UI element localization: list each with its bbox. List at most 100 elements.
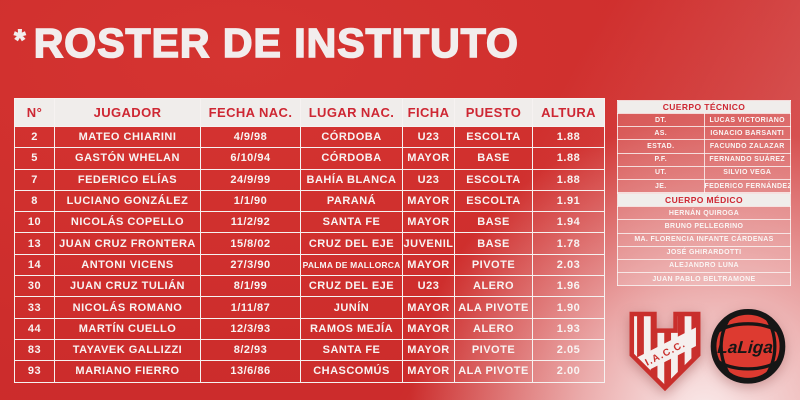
header-player: JUGADOR: [54, 98, 201, 127]
cell-birthdate: 6/10/94: [200, 147, 301, 170]
cell-license: MAYOR: [402, 360, 455, 383]
cell-player: JUAN CRUZ FRONTERA: [54, 232, 201, 255]
cell-number: 2: [14, 125, 55, 149]
roster-row: 14 ANTONI VICENS 27/3/90 PALMA DE MALLOR…: [14, 253, 605, 277]
cell-number: 33: [14, 296, 55, 319]
cell-position: ALERO: [454, 275, 533, 298]
staff-role: DT.: [617, 112, 705, 128]
cell-birthplace: SANTA FE: [300, 338, 403, 362]
cell-birthplace: PARANÁ: [300, 189, 403, 213]
cell-height: 1.88: [532, 168, 605, 191]
cell-height: 1.90: [532, 296, 605, 319]
staff-name: FERNANDO SUÁREZ: [703, 152, 791, 167]
staff-row: JUAN PABLO BELTRAMONE: [617, 272, 791, 287]
cell-player: LUCIANO GONZÁLEZ: [54, 189, 201, 213]
cell-number: 7: [14, 168, 55, 191]
cell-position: BASE: [454, 232, 533, 255]
staff-name: LUCAS VICTORIANO: [703, 112, 791, 128]
cell-player: FEDERICO ELÍAS: [54, 168, 201, 191]
staff-row: UT. SILVIO VEGA: [617, 165, 791, 180]
cell-license: MAYOR: [402, 253, 455, 277]
roster-table: N° JUGADOR FECHA NAC. LUGAR NAC. FICHA P…: [14, 98, 605, 383]
cell-player: MARTÍN CUELLO: [54, 317, 201, 340]
cell-birthdate: 24/9/99: [200, 168, 301, 191]
cell-birthdate: 1/1/90: [200, 189, 301, 213]
cell-number: 30: [14, 275, 55, 298]
staff-row: DT. LUCAS VICTORIANO: [617, 112, 791, 128]
cell-position: BASE: [454, 147, 533, 170]
roster-row: 93 MARIANO FIERRO 13/6/86 CHASCOMÚS MAYO…: [14, 360, 605, 383]
cell-birthplace: CHASCOMÚS: [300, 360, 403, 383]
roster-header-row: N° JUGADOR FECHA NAC. LUGAR NAC. FICHA P…: [14, 98, 605, 127]
staff-name: MA. FLORENCIA INFANTE CÁRDENAS: [617, 232, 791, 247]
medical-staff-title: CUERPO MÉDICO: [617, 193, 791, 208]
staff-role: JE.: [617, 178, 705, 194]
staff-row: ALEJANDRO LUNA: [617, 258, 791, 274]
cell-position: ALERO: [454, 317, 533, 340]
cell-height: 2.05: [532, 338, 605, 362]
roster-row: 44 MARTÍN CUELLO 12/3/93 RAMOS MEJÍA MAY…: [14, 317, 605, 340]
cell-birthplace: BAHÍA BLANCA: [300, 168, 403, 191]
cell-license: MAYOR: [402, 338, 455, 362]
cell-position: ESCOLTA: [454, 168, 533, 191]
cell-license: MAYOR: [402, 211, 455, 234]
cell-license: U23: [402, 125, 455, 149]
cell-birthdate: 13/6/86: [200, 360, 301, 383]
cell-birthdate: 4/9/98: [200, 125, 301, 149]
roster-row: 83 TAYAVEK GALLIZZI 8/2/93 SANTA FE MAYO…: [14, 338, 605, 362]
cell-number: 8: [14, 189, 55, 213]
medical-staff-table: CUERPO MÉDICO HERNÁN QUIROGA BRUNO PELLE…: [617, 193, 791, 287]
cell-birthplace: CÓRDOBA: [300, 147, 403, 170]
staff-role: AS.: [617, 126, 705, 141]
cell-birthplace: RAMOS MEJÍA: [300, 317, 403, 340]
header-license: FICHA: [402, 98, 455, 127]
roster-row: 8 LUCIANO GONZÁLEZ 1/1/90 PARANÁ MAYOR E…: [14, 189, 605, 213]
staff-name: JUAN PABLO BELTRAMONE: [617, 272, 791, 287]
staff-name: BRUNO PELLEGRINO: [617, 219, 791, 234]
page-title-text: ROSTER DE INSTITUTO: [33, 19, 519, 67]
cell-number: 44: [14, 317, 55, 340]
cell-number: 93: [14, 360, 55, 383]
cell-license: U23: [402, 275, 455, 298]
staff-name: JOSÉ GHIRARDOTTI: [617, 245, 791, 260]
asterisk-decoration: *: [14, 24, 27, 58]
header-number: N°: [14, 98, 55, 127]
page-title: * ROSTER DE INSTITUTO: [14, 19, 519, 67]
roster-row: 30 JUAN CRUZ TULIÁN 8/1/99 CRUZ DEL EJE …: [14, 275, 605, 298]
cell-height: 1.96: [532, 275, 605, 298]
cell-player: MATEO CHIARINI: [54, 125, 201, 149]
cell-birthplace: SANTA FE: [300, 211, 403, 234]
cell-license: MAYOR: [402, 189, 455, 213]
staff-role: UT.: [617, 165, 705, 180]
cell-player: JUAN CRUZ TULIÁN: [54, 275, 201, 298]
roster-row: 7 FEDERICO ELÍAS 24/9/99 BAHÍA BLANCA U2…: [14, 168, 605, 191]
staff-row: HERNÁN QUIROGA: [617, 206, 791, 221]
cell-birthdate: 8/1/99: [200, 275, 301, 298]
cell-position: PIVOTE: [454, 253, 533, 277]
cell-birthplace: CRUZ DEL EJE: [300, 275, 403, 298]
staff-name: SILVIO VEGA: [703, 165, 791, 180]
cell-license: U23: [402, 168, 455, 191]
staff-role: P.F.: [617, 152, 705, 167]
cell-birthplace: CÓRDOBA: [300, 125, 403, 149]
roster-row: 13 JUAN CRUZ FRONTERA 15/8/02 CRUZ DEL E…: [14, 232, 605, 255]
cell-player: NICOLÁS COPELLO: [54, 211, 201, 234]
cell-position: ESCOLTA: [454, 189, 533, 213]
header-birthplace: LUGAR NAC.: [300, 98, 403, 127]
cell-birthdate: 12/3/93: [200, 317, 301, 340]
cell-birthdate: 8/2/93: [200, 338, 301, 362]
staff-row: BRUNO PELLEGRINO: [617, 219, 791, 234]
header-position: PUESTO: [454, 98, 533, 127]
cell-birthplace: JUNÍN: [300, 296, 403, 319]
cell-position: ALA PIVOTE: [454, 360, 533, 383]
cell-license: MAYOR: [402, 147, 455, 170]
iacc-club-logo-icon: I.A.C.C.: [629, 311, 701, 391]
cell-height: 1.88: [532, 147, 605, 170]
staff-row: MA. FLORENCIA INFANTE CÁRDENAS: [617, 232, 791, 247]
technical-staff-title: CUERPO TÉCNICO: [617, 100, 791, 114]
staff-row: P.F. FERNANDO SUÁREZ: [617, 152, 791, 167]
cell-player: GASTÓN WHELAN: [54, 147, 201, 170]
roster-row: 2 MATEO CHIARINI 4/9/98 CÓRDOBA U23 ESCO…: [14, 125, 605, 149]
cell-height: 1.93: [532, 317, 605, 340]
cell-birthplace: PALMA DE MALLORCA: [300, 253, 403, 277]
